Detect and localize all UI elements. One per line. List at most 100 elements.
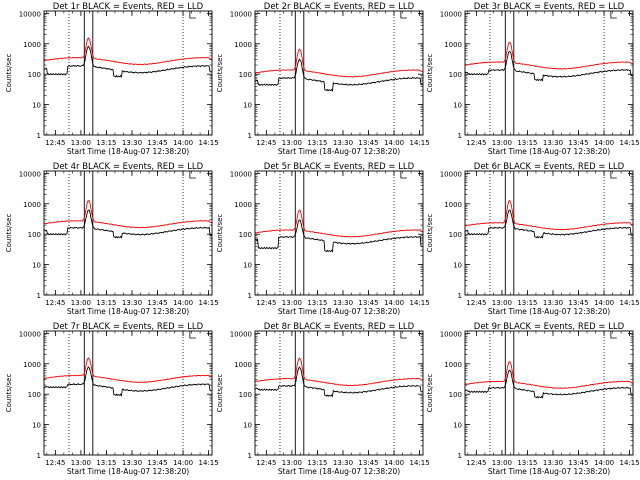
chart-title: Det 6r BLACK = Events, RED = LLD <box>474 162 625 172</box>
y-tick-label: 10 <box>243 422 252 430</box>
top-bracket-marker <box>400 331 407 339</box>
series-line-events <box>254 58 423 92</box>
plot-frame <box>43 170 213 296</box>
series-line-lld <box>254 48 423 78</box>
y-tick-label: 1000 <box>23 361 41 369</box>
chart-title: Det 3r BLACK = Events, RED = LLD <box>474 2 625 12</box>
x-tick-label: 14:00 <box>384 139 404 147</box>
series-line-lld <box>254 209 423 238</box>
plot-frame <box>43 10 213 136</box>
top-bracket-marker <box>189 171 196 179</box>
x-tick-label: 12:45 <box>45 299 65 307</box>
x-tick-label: 13:30 <box>122 139 142 147</box>
chart-panel-6: Det 6r BLACK = Events, RED = LLD 1 10 100 10… <box>426 162 640 316</box>
y-axis-label: Counts/sec <box>5 374 13 413</box>
y-axis-label: Counts/sec <box>426 54 434 93</box>
y-tick-label: 100 <box>239 231 252 239</box>
x-tick-label: 13:45 <box>358 139 378 147</box>
x-tick-label: 13:30 <box>543 299 563 307</box>
y-tick-label: 1000 <box>23 201 41 209</box>
x-tick-label: 12:45 <box>466 139 486 147</box>
y-tick-label: 10000 <box>440 330 462 338</box>
y-tick-label: 100 <box>449 391 462 399</box>
x-tick-label: 13:15 <box>96 299 116 307</box>
plot-frame <box>254 170 424 296</box>
y-tick-label: 100 <box>239 391 252 399</box>
x-tick-label: 14:15 <box>620 299 640 307</box>
x-axis-label: Start Time (18-Aug-07 12:38:20) <box>67 307 189 316</box>
x-axis-label: Start Time (18-Aug-07 12:38:20) <box>278 307 400 316</box>
x-tick-label: 13:00 <box>282 459 302 467</box>
plot-frame <box>43 330 213 456</box>
y-tick-label: 10000 <box>19 10 41 18</box>
plot-frame <box>464 170 634 296</box>
y-tick-label: 1000 <box>444 41 462 49</box>
series-line-events <box>464 369 633 399</box>
x-tick-label: 14:15 <box>199 459 219 467</box>
y-tick-label: 100 <box>449 71 462 79</box>
x-axis-label: Start Time (18-Aug-07 12:38:20) <box>488 147 610 156</box>
top-bracket-marker <box>610 171 617 179</box>
x-tick-label: 14:00 <box>173 459 193 467</box>
y-tick-label: 10000 <box>230 330 252 338</box>
y-tick-label: 10000 <box>230 170 252 178</box>
x-tick-label: 13:45 <box>568 139 588 147</box>
x-tick-label: 12:45 <box>256 459 276 467</box>
x-tick-label: 13:00 <box>492 139 512 147</box>
x-axis-label: Start Time (18-Aug-07 12:38:20) <box>488 467 610 476</box>
chart-panel-7: Det 7r BLACK = Events, RED = LLD 1 10 100 10… <box>5 322 219 476</box>
y-axis-label: Counts/sec <box>216 214 224 253</box>
series-line-events <box>254 366 423 398</box>
chart-title: Det 1r BLACK = Events, RED = LLD <box>53 2 204 12</box>
y-axis-label: Counts/sec <box>426 374 434 413</box>
y-tick-label: 10 <box>243 262 252 270</box>
chart-panel-9: Det 9r BLACK = Events, RED = LLD 1 10 100 10… <box>426 322 640 476</box>
chart-title: Det 2r BLACK = Events, RED = LLD <box>264 2 415 12</box>
x-tick-label: 13:15 <box>96 139 116 147</box>
chart-title: Det 7r BLACK = Events, RED = LLD <box>53 322 204 332</box>
y-tick-label: 10000 <box>440 10 462 18</box>
x-tick-label: 14:00 <box>384 299 404 307</box>
y-axis-label: Counts/sec <box>426 214 434 253</box>
x-tick-label: 13:30 <box>122 299 142 307</box>
x-tick-label: 13:00 <box>71 459 91 467</box>
y-tick-label: 1 <box>248 292 252 300</box>
chart-panel-1: Det 1r BLACK = Events, RED = LLD 1 10 100 10… <box>5 2 219 156</box>
x-tick-label: 13:45 <box>147 459 167 467</box>
x-tick-label: 14:00 <box>594 299 614 307</box>
series-line-lld <box>43 357 212 383</box>
y-tick-label: 100 <box>449 231 462 239</box>
x-tick-label: 12:45 <box>466 299 486 307</box>
x-tick-label: 14:15 <box>199 139 219 147</box>
x-axis-label: Start Time (18-Aug-07 12:38:20) <box>278 467 400 476</box>
x-tick-label: 12:45 <box>466 459 486 467</box>
x-tick-label: 13:30 <box>122 459 142 467</box>
x-tick-label: 13:15 <box>517 459 537 467</box>
x-tick-label: 13:00 <box>492 299 512 307</box>
chart-panel-2: Det 2r BLACK = Events, RED = LLD 1 10 100 10… <box>216 2 430 156</box>
y-tick-label: 1 <box>458 292 462 300</box>
y-tick-label: 100 <box>28 231 41 239</box>
x-tick-label: 13:45 <box>358 299 378 307</box>
x-tick-label: 13:00 <box>282 139 302 147</box>
x-tick-label: 14:15 <box>410 139 430 147</box>
y-tick-label: 1000 <box>444 361 462 369</box>
chart-title: Det 4r BLACK = Events, RED = LLD <box>53 162 204 172</box>
y-tick-label: 10 <box>32 422 41 430</box>
chart-title: Det 5r BLACK = Events, RED = LLD <box>264 162 415 172</box>
x-tick-label: 13:30 <box>333 459 353 467</box>
y-tick-label: 1 <box>37 292 41 300</box>
chart-panel-3: Det 3r BLACK = Events, RED = LLD 1 10 100 10… <box>426 2 640 156</box>
x-tick-label: 14:15 <box>620 459 640 467</box>
y-tick-label: 100 <box>239 71 252 79</box>
y-tick-label: 1000 <box>444 201 462 209</box>
chart-panel-4: Det 4r BLACK = Events, RED = LLD 1 10 100 10… <box>5 162 219 316</box>
y-axis-label: Counts/sec <box>216 54 224 93</box>
x-axis-label: Start Time (18-Aug-07 12:38:20) <box>488 307 610 316</box>
x-tick-label: 13:15 <box>307 459 327 467</box>
y-tick-label: 1 <box>458 132 462 140</box>
x-tick-label: 14:15 <box>199 299 219 307</box>
x-tick-label: 13:30 <box>543 139 563 147</box>
x-tick-label: 13:45 <box>147 139 167 147</box>
